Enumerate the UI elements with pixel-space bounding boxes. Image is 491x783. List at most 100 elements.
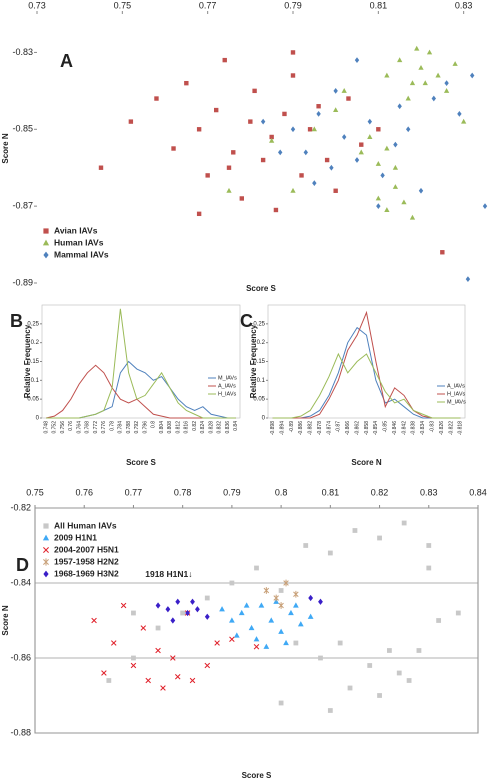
point [392,184,399,189]
x-tick-label: 0.79 [284,0,302,10]
x-tick-label: 0.804 [159,421,165,434]
point [352,528,358,533]
point [290,73,296,78]
point [290,50,296,55]
panel-label: A [60,51,73,71]
x-tick-label: 0.756 [60,421,66,434]
x-tick-label: 0.76 [75,487,93,497]
y-tick-label: 0.2 [31,340,40,346]
point [204,595,210,601]
point [269,137,275,143]
panel-label: C [240,311,253,331]
y-tick-label: 0.05 [253,397,265,403]
point [222,57,227,63]
x-tick-label: -0.83 [429,421,435,433]
point [308,594,314,602]
point [393,141,398,148]
point [375,161,381,166]
point [409,214,416,220]
point [293,640,299,646]
point [160,685,166,691]
point [443,87,450,93]
point [165,606,171,613]
point [268,617,275,623]
point [229,636,235,643]
legend-label: Human IAVs [54,237,104,247]
point [189,677,196,684]
y-tick-label: -0.83 [12,47,33,57]
point [341,87,347,93]
point [278,602,284,609]
point [195,606,200,613]
x-tick-label: 0.8 [275,487,288,497]
point [170,655,176,661]
series-line [272,352,461,419]
point [318,598,323,605]
x-tick-label: 0.776 [101,421,107,434]
point [131,610,136,616]
x-tick-label: 0.78 [109,421,115,431]
point [367,134,373,139]
point [384,72,390,78]
x-tick-label: 0.81 [322,487,340,497]
point [426,49,433,55]
point [406,678,412,683]
x-tick-label: 0.75 [26,487,44,497]
x-axis-title: Score N [351,458,381,467]
x-tick-label: -0.87 [336,421,342,433]
point [253,636,260,642]
point [180,610,186,616]
point [171,146,176,151]
point [238,609,245,616]
x-tick-label: 0.792 [134,421,140,434]
x-tick-label: 0.768 [85,421,91,434]
point [231,150,236,155]
x-tick-label: 0.81 [370,0,388,10]
point [333,107,339,113]
point [359,142,364,147]
point [263,587,270,594]
point [258,602,265,608]
point [316,111,321,117]
plot-frame [41,304,241,419]
x-axis-title: Score S [242,771,272,780]
y-axis-title: Relative Frequency [23,324,32,398]
point [457,111,462,117]
point [406,126,411,133]
x-tick-label: 0.79 [223,487,241,497]
y-axis-title: Relative Frequency [249,324,258,398]
x-tick-label: 0.83 [420,487,438,497]
point [204,662,211,669]
point [376,127,381,132]
x-tick-label: -0.842 [401,421,407,435]
panel-label: B [10,311,23,331]
x-tick-label: 0.82 [371,487,389,497]
point [278,700,284,706]
y-tick-label: -0.82 [10,502,31,512]
series-line [272,310,461,419]
point [482,203,488,210]
legend-marker [43,558,49,566]
point [436,618,442,623]
point [155,647,161,654]
x-tick-label: 0.808 [167,421,173,434]
series-line [46,308,236,419]
point [253,643,260,650]
point [170,617,176,624]
point [290,126,296,133]
point [282,111,287,117]
x-tick-label: -0.878 [317,421,323,435]
point [392,164,399,170]
point [380,172,385,179]
point [470,72,475,79]
point [297,621,304,627]
legend-label: H_IAVs [447,391,465,397]
point [260,118,266,125]
point [422,80,428,86]
legend-label: 2004-2007 H5N1 [54,544,119,554]
panel-label: D [16,555,29,575]
y-tick-label: 0.1 [257,378,266,384]
y-tick-label: 0 [262,416,266,422]
x-tick-label: -0.838 [411,421,417,435]
